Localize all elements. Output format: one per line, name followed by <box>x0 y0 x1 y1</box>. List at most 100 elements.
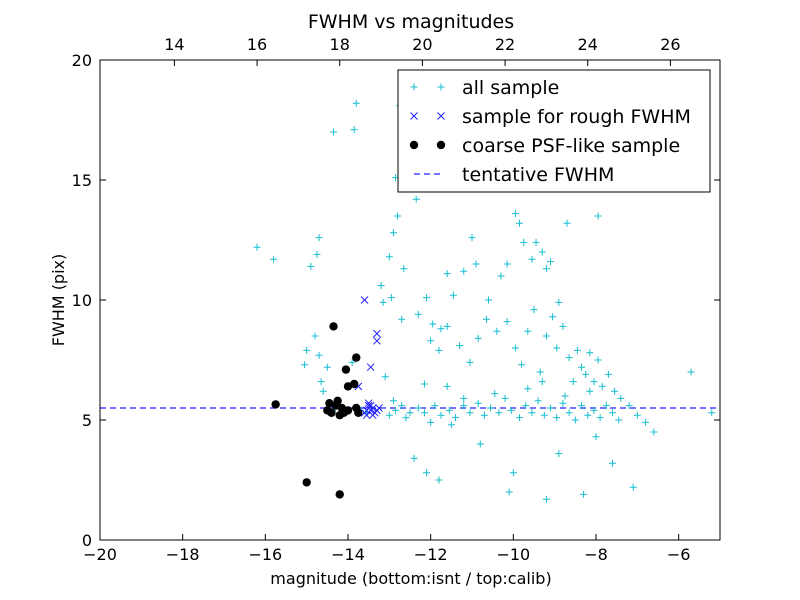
data-point <box>303 346 311 354</box>
data-point <box>460 402 468 410</box>
data-point <box>602 402 610 410</box>
data-point <box>563 219 571 227</box>
data-point <box>427 418 435 426</box>
y-tick-label: 0 <box>82 531 92 550</box>
chart-title: FWHM vs magnitudes <box>308 11 514 33</box>
data-point <box>549 313 557 321</box>
data-point <box>350 379 359 389</box>
data-point <box>584 411 592 419</box>
data-point <box>466 409 474 417</box>
data-point <box>578 402 586 410</box>
data-point <box>586 349 594 357</box>
data-point <box>301 361 309 369</box>
data-point <box>596 414 604 422</box>
data-point <box>559 399 567 407</box>
top-x-tick-label: 18 <box>330 35 350 54</box>
data-point <box>323 406 332 415</box>
data-point <box>389 229 397 237</box>
data-point <box>650 428 658 436</box>
data-point <box>368 411 377 420</box>
data-point <box>633 411 641 419</box>
data-point <box>487 404 495 412</box>
data-point <box>443 270 451 278</box>
data-point <box>536 368 544 376</box>
top-x-tick-label: 16 <box>247 35 267 54</box>
data-point <box>423 294 431 302</box>
data-point <box>559 322 567 330</box>
data-point <box>516 414 524 422</box>
data-point <box>392 406 400 414</box>
data-point <box>578 363 586 371</box>
y-axis-label: FWHM (pix) <box>49 254 68 347</box>
data-point <box>524 327 532 335</box>
data-point <box>466 358 474 366</box>
data-point <box>528 255 536 263</box>
data-point <box>375 404 383 412</box>
data-point <box>586 387 594 395</box>
data-point <box>362 406 371 415</box>
data-point <box>547 258 555 266</box>
legend-marker <box>410 83 418 91</box>
legend-item-sample-for-rough-fwhm: sample for rough FWHM <box>410 106 691 128</box>
data-point <box>398 315 406 323</box>
data-point <box>402 414 410 422</box>
data-point <box>495 409 503 417</box>
data-point <box>493 327 501 335</box>
data-point <box>394 212 402 220</box>
data-point <box>431 402 439 410</box>
data-point <box>609 409 617 417</box>
x-tick-label: −8 <box>584 545 608 564</box>
data-point <box>520 238 528 246</box>
data-point <box>317 378 325 386</box>
data-point <box>387 294 395 302</box>
data-point <box>594 212 602 220</box>
data-point <box>569 378 577 386</box>
data-point <box>313 250 321 258</box>
data-point <box>565 354 573 362</box>
x-tick-label: −14 <box>331 545 365 564</box>
data-point <box>507 406 515 414</box>
data-point <box>270 255 278 263</box>
legend-item-all-sample: all sample <box>410 77 559 99</box>
data-point <box>590 378 598 386</box>
legend-label: tentative FWHM <box>462 164 614 186</box>
legend-label: sample for rough FWHM <box>462 106 691 128</box>
data-point <box>373 336 381 345</box>
data-point <box>476 440 484 448</box>
data-point <box>352 353 361 362</box>
data-point <box>522 402 530 410</box>
data-point <box>598 382 606 390</box>
y-tick-label: 10 <box>72 291 92 310</box>
legend-item-coarse-psf-like-sample: coarse PSF-like sample <box>409 135 680 157</box>
data-point <box>501 394 509 402</box>
data-point <box>474 334 482 342</box>
data-point <box>511 344 519 352</box>
data-point <box>460 394 468 402</box>
x-tick-label: −20 <box>83 545 117 564</box>
data-point <box>329 322 338 331</box>
data-point <box>594 356 602 364</box>
data-point <box>687 368 695 376</box>
data-point <box>253 243 261 251</box>
data-point <box>385 253 393 261</box>
axis-ticks: −20 −18 −16 −14 −12 −10 −8 −6 0 5 10 15 20 14 16 18 20 22… <box>72 35 720 564</box>
data-point <box>330 128 338 136</box>
data-point <box>377 282 385 290</box>
data-point <box>435 476 443 484</box>
data-point <box>412 195 420 203</box>
data-point <box>708 409 716 417</box>
data-point <box>460 267 468 275</box>
data-point <box>456 342 464 350</box>
x-axis-label: magnitude (bottom:isnt / top:calib) <box>270 569 551 588</box>
data-point <box>311 332 319 340</box>
data-point <box>530 306 538 314</box>
data-point <box>400 265 408 273</box>
data-point <box>350 126 358 134</box>
data-point <box>319 387 327 395</box>
data-point <box>482 315 490 323</box>
data-point <box>468 234 476 242</box>
data-point <box>485 296 493 304</box>
data-point <box>307 262 315 270</box>
data-point <box>518 361 526 369</box>
